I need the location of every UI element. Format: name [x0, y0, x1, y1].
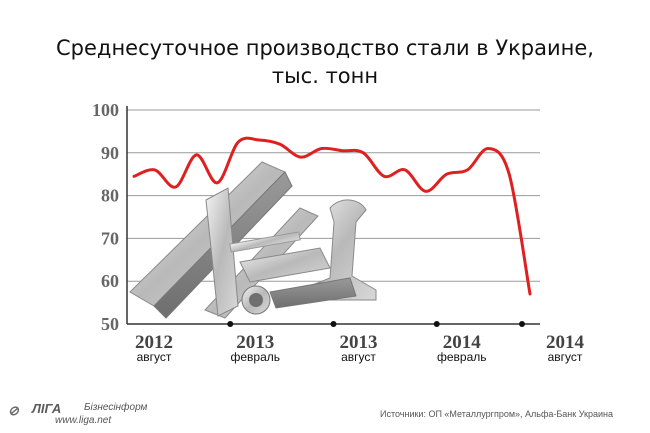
channel-beam [239, 247, 331, 283]
liga-logo-subtitle: Бізнесінформ [84, 402, 148, 413]
x-tick-year: 2013 [340, 332, 378, 353]
steel-products-illustration [129, 161, 377, 319]
x-tick-month: август [137, 350, 172, 364]
y-tick-label: 80 [101, 186, 119, 206]
chart-title-line-1: Среднесуточное производство стали в Укра… [56, 36, 594, 60]
pipe-opening [249, 293, 263, 307]
x-axis-labels: 2012август2013февраль2013август2014февра… [135, 332, 585, 364]
liga-logo-url: www.liga.net [55, 415, 112, 426]
chart-title-line-2: тыс. тонн [271, 64, 379, 88]
x-tick-dot [330, 321, 337, 327]
production-line [132, 136, 532, 296]
channel-beam-2 [269, 277, 357, 309]
x-tick-dot [519, 321, 525, 327]
x-tick-year: 2012 [135, 332, 173, 353]
x-tick-year: 2014 [546, 332, 585, 353]
i-beam [205, 187, 239, 317]
x-tick-month: февраль [437, 350, 487, 364]
y-axis-labels: 50 60 70 80 90 100 [92, 100, 119, 334]
liga-logo-icon: ⊘ [8, 403, 19, 418]
liga-logo: ⊘ ЛIГА Бізнесінформ www.liga.net [8, 399, 148, 431]
liga-logo-brand: ЛIГА [32, 401, 62, 416]
x-tick-month: август [548, 350, 583, 364]
chart-title: Среднесуточное производство стали в Укра… [0, 34, 650, 90]
x-tick-year: 2014 [443, 332, 482, 353]
x-tick-month: август [341, 350, 376, 364]
x-tick-month: февраль [230, 350, 280, 364]
x-tick-year: 2013 [236, 332, 274, 353]
y-tick-label: 100 [92, 100, 119, 120]
source-note: Источники: ОП «Металлургпром», Альфа-Бан… [380, 409, 613, 419]
angle-beam [129, 161, 286, 307]
y-tick-label: 60 [101, 271, 119, 291]
y-tick-label: 90 [101, 143, 119, 163]
x-tick-dot [433, 321, 440, 327]
axes [126, 106, 540, 327]
flat-bar [229, 231, 301, 253]
x-tick-dot [227, 321, 234, 327]
y-tick-label: 50 [101, 314, 119, 334]
y-tick-label: 70 [101, 228, 119, 248]
